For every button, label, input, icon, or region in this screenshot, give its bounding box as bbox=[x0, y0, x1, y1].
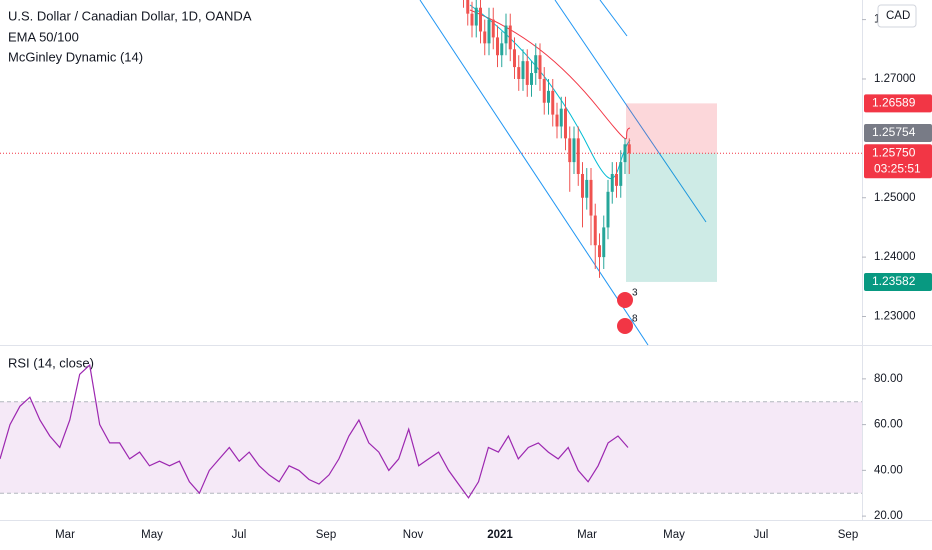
y-tick-label: 60.00 bbox=[874, 419, 903, 431]
candle-body bbox=[525, 61, 529, 85]
candle-body bbox=[568, 138, 572, 163]
y-tick-label: 80.00 bbox=[874, 373, 903, 385]
y-tick-label: 1.25000 bbox=[874, 192, 916, 204]
candle-body bbox=[585, 179, 589, 198]
candle-body bbox=[496, 37, 499, 56]
candle-body bbox=[606, 191, 610, 228]
event-count: 3 bbox=[632, 288, 638, 299]
x-tick-label: May bbox=[141, 529, 163, 541]
x-tick-label: Jul bbox=[232, 529, 247, 541]
candle-body bbox=[564, 108, 567, 139]
candle-body bbox=[504, 25, 508, 44]
candle-body bbox=[466, 0, 470, 14]
candle-body bbox=[576, 138, 580, 174]
channel-line bbox=[419, 0, 649, 346]
candle-body bbox=[508, 25, 512, 50]
candle-body bbox=[619, 162, 623, 186]
x-tick-label: Nov bbox=[403, 529, 424, 541]
event-count: 8 bbox=[632, 314, 638, 325]
candle-body bbox=[598, 245, 601, 258]
y-tick-label: 1.23000 bbox=[874, 311, 916, 323]
candle-body bbox=[500, 43, 504, 56]
candle-body bbox=[610, 173, 614, 192]
chart-title: U.S. Dollar / Canadian Dollar, 1D, OANDA bbox=[8, 8, 252, 23]
candle-body bbox=[483, 31, 487, 44]
candle-body bbox=[602, 227, 606, 258]
currency-button[interactable] bbox=[877, 4, 917, 28]
candle-body bbox=[615, 173, 618, 186]
event-icon bbox=[617, 292, 633, 308]
candle-body bbox=[474, 7, 478, 26]
price-label: 1.26589 bbox=[872, 96, 916, 110]
y-tick-label: 1.24000 bbox=[874, 251, 916, 263]
candle-body bbox=[487, 19, 491, 44]
indicator-label: EMA 50/100 bbox=[8, 29, 79, 44]
candle-body bbox=[513, 49, 516, 68]
channel-line bbox=[599, 0, 628, 37]
candle-body bbox=[627, 144, 631, 154]
x-tick-label: Jul bbox=[754, 529, 769, 541]
price-label-box bbox=[864, 144, 932, 179]
candle-body bbox=[517, 67, 521, 79]
countdown: 03:25:51 bbox=[874, 161, 921, 175]
stop-zone bbox=[626, 103, 717, 154]
candle-body bbox=[470, 13, 474, 26]
y-tick-label: 40.00 bbox=[874, 464, 903, 476]
price-label: 1.23582 bbox=[872, 274, 916, 288]
y-tick-label: 20.00 bbox=[874, 510, 903, 522]
candle-body bbox=[534, 55, 538, 74]
candle-body bbox=[572, 138, 576, 163]
indicator-label: McGinley Dynamic (14) bbox=[8, 49, 143, 64]
candle-body bbox=[589, 179, 593, 216]
candle-body bbox=[542, 78, 546, 103]
event-icon bbox=[617, 318, 633, 334]
price-label-box bbox=[864, 94, 932, 113]
x-tick-label: 2021 bbox=[487, 529, 513, 541]
price-label: 1.25750 bbox=[872, 145, 916, 159]
candle-body bbox=[521, 61, 525, 79]
candle-body bbox=[559, 108, 563, 127]
candle-body bbox=[623, 144, 627, 163]
x-tick-label: May bbox=[663, 529, 685, 541]
price-label-box bbox=[864, 272, 932, 291]
x-tick-label: Mar bbox=[577, 529, 597, 541]
price-label-box bbox=[864, 123, 932, 142]
candle-body bbox=[547, 90, 550, 103]
x-tick-label: Sep bbox=[316, 529, 336, 541]
channel-line bbox=[554, 0, 707, 223]
rsi-line bbox=[0, 363, 629, 499]
candle-body bbox=[491, 19, 495, 38]
rsi-title: RSI (14, close) bbox=[8, 355, 94, 370]
candle-body bbox=[593, 215, 597, 246]
candle-body bbox=[530, 73, 533, 85]
candle-body bbox=[551, 90, 555, 115]
candle-body bbox=[479, 7, 482, 32]
x-tick-label: Sep bbox=[838, 529, 858, 541]
y-tick-label: 1.27000 bbox=[874, 73, 916, 85]
target-zone bbox=[626, 153, 717, 282]
rsi-band bbox=[0, 401, 862, 494]
currency-label: CAD bbox=[886, 10, 910, 22]
candle-body bbox=[538, 55, 542, 79]
candle-body bbox=[555, 114, 559, 127]
candle-body bbox=[581, 173, 584, 198]
x-tick-label: Mar bbox=[55, 529, 75, 541]
price-label: 1.25754 bbox=[872, 125, 916, 139]
